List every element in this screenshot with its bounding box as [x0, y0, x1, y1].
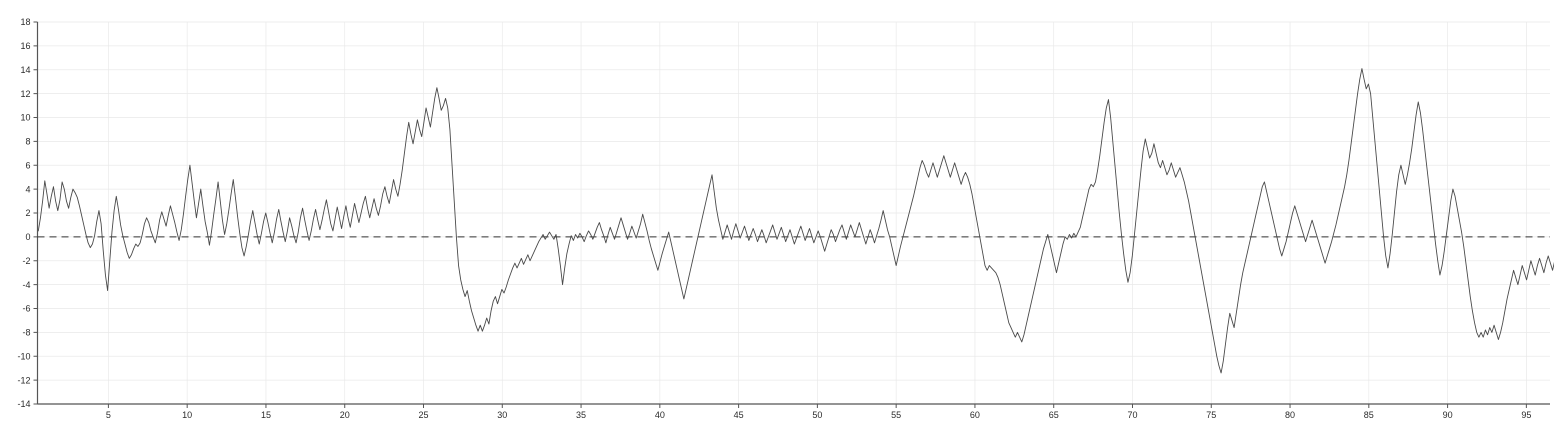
x-tick-label: 60 — [970, 410, 980, 420]
y-tick-label: -10 — [17, 351, 30, 361]
y-tick-label: -12 — [17, 375, 30, 385]
x-tick-label: 85 — [1364, 410, 1374, 420]
x-axis-ticks: 5 10 15 20 25 30 35 40 45 50 55 60 65 70 75 80 85 90 95 — [106, 404, 1531, 420]
y-tick-label: 14 — [20, 65, 30, 75]
x-tick-label: 90 — [1443, 410, 1453, 420]
y-axis-ticks: -14 -12 -10 -8 -6 -4 -2 0 2 4 6 8 10 12 14 16 18 — [17, 17, 38, 409]
x-tick-label: 15 — [261, 410, 271, 420]
y-tick-label: 2 — [25, 208, 30, 218]
y-tick-label: -4 — [22, 280, 30, 290]
x-tick-label: 20 — [340, 410, 350, 420]
y-tick-label: -6 — [22, 304, 30, 314]
x-tick-label: 70 — [1127, 410, 1137, 420]
series-line-1 — [37, 68, 1554, 374]
x-tick-label: 35 — [576, 410, 586, 420]
x-tick-label: 30 — [497, 410, 507, 420]
x-tick-label: 95 — [1521, 410, 1531, 420]
y-tick-label: 16 — [20, 41, 30, 51]
grid-lines — [37, 21, 1550, 405]
x-tick-label: 80 — [1285, 410, 1295, 420]
x-tick-label: 5 — [106, 410, 111, 420]
y-tick-label: -2 — [22, 256, 30, 266]
y-tick-label: 10 — [20, 113, 30, 123]
y-tick-label: -14 — [17, 399, 30, 409]
y-tick-label: 0 — [25, 232, 30, 242]
x-tick-label: 40 — [655, 410, 665, 420]
y-tick-label: 18 — [20, 17, 30, 27]
x-tick-label: 10 — [182, 410, 192, 420]
x-tick-label: 50 — [812, 410, 822, 420]
y-tick-label: 12 — [20, 89, 30, 99]
x-tick-label: 45 — [734, 410, 744, 420]
x-tick-label: 25 — [418, 410, 428, 420]
y-tick-label: 8 — [25, 137, 30, 147]
y-tick-label: 4 — [25, 184, 30, 194]
x-tick-label: 65 — [1049, 410, 1059, 420]
y-tick-label: -8 — [22, 328, 30, 338]
x-tick-label: 55 — [891, 410, 901, 420]
x-tick-label: 75 — [1206, 410, 1216, 420]
y-tick-label: 6 — [25, 160, 30, 170]
